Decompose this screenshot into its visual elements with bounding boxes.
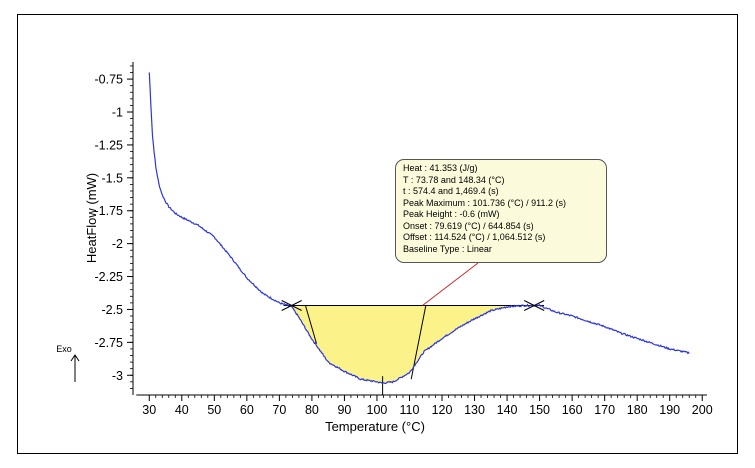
result-peak-height: Peak Height : -0.6 (mW) [403,209,500,219]
y-tick-label: -1.5 [101,171,123,185]
result-onset: Onset : 79.619 (°C) / 644.854 (s) [403,220,534,231]
result-time-range: t : 574.4 and 1,469.4 (s) [403,186,499,196]
result-baseline-type: Baseline Type : Linear [403,243,492,254]
x-tick-label: 60 [240,403,254,417]
x-axis: 30 40 50 60 70 80 90 100 110 120 130 140 150 160 170 18… [136,394,713,417]
y-tick-label: -0.75 [95,73,124,87]
result-peak-maximum: Peak Maximum : 101.736 (°C) / 911.2 (s) [403,197,566,208]
x-tick-label: 70 [272,403,286,417]
y-tick-label: -2.5 [101,303,123,317]
x-axis-title: Temperature (°C) [325,419,425,434]
y-tick-label: -1.25 [95,138,124,152]
x-tick-label: 160 [562,403,583,417]
x-tick-label: 90 [337,403,351,417]
x-tick-label: 110 [400,403,420,417]
x-tick-label: 150 [529,403,550,417]
x-tick-label: 200 [692,403,713,417]
y-axis-title: HeatFlow (mW) [84,173,99,263]
y-tick-label: -2.75 [95,336,124,350]
integration-end-marker [523,300,545,311]
x-tick-label: 170 [594,403,615,417]
y-tick-label: -3 [112,369,123,383]
plot-area [148,72,690,396]
integration-area [291,305,535,384]
result-offset: Offset : 114.524 (°C) / 1,064.512 (s) [403,232,546,242]
integration-start-marker [281,300,302,311]
integration-results-box: Heat : 41.353 (J/g) T : 73.78 and 148.34… [395,159,607,263]
y-axis: -0.75 -1 -1.25 -1.5 -1.75 -2 -2.25 -2.5 -2.75 -3 [95,62,134,395]
x-tick-label: 100 [367,403,388,417]
exo-arrow [70,354,80,382]
y-tick-label: -2.25 [95,270,124,284]
exo-label: Exo [56,344,72,354]
x-tick-label: 120 [432,403,453,417]
x-tick-label: 50 [207,403,221,417]
x-tick-label: 140 [497,403,518,417]
y-tick-label: -2 [112,237,123,251]
x-tick-label: 40 [175,403,189,417]
annotation-leader-line [422,262,479,306]
y-tick-label: -1.75 [95,204,124,218]
result-heat: Heat : 41.353 (J/g) [403,163,478,173]
result-temperature-range: T : 73.78 and 148.34 (°C) [403,174,505,185]
x-tick-label: 30 [142,403,156,417]
x-tick-label: 130 [464,403,485,417]
y-tick-label: -1 [112,106,123,120]
heatflow-curve [148,72,690,385]
onset-tangent [304,305,318,344]
x-tick-label: 190 [659,403,680,417]
x-tick-label: 180 [627,403,648,417]
x-tick-label: 80 [305,403,319,417]
